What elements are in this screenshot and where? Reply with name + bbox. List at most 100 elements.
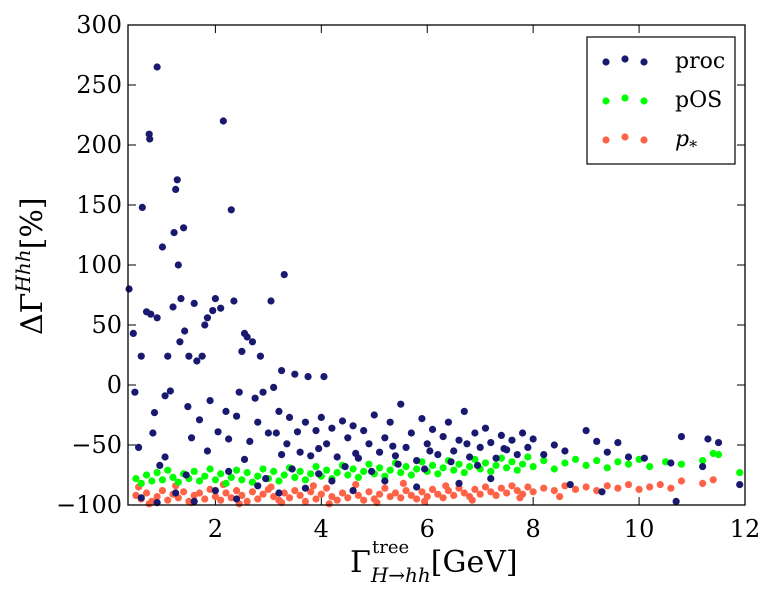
data-point <box>153 493 161 501</box>
data-point <box>646 463 654 471</box>
data-point <box>341 463 349 471</box>
data-point <box>476 490 484 498</box>
data-point <box>217 470 225 478</box>
data-point <box>267 297 275 305</box>
data-point <box>222 479 230 487</box>
data-point <box>487 475 495 483</box>
data-point <box>397 469 405 477</box>
data-point <box>624 481 633 489</box>
data-point <box>307 488 315 496</box>
legend-marker-pstar <box>640 136 648 144</box>
data-point <box>145 500 153 508</box>
data-point <box>158 243 167 251</box>
data-point <box>397 494 405 502</box>
legend-marker-pstar <box>621 133 629 141</box>
data-point <box>317 413 325 421</box>
data-point <box>699 479 707 487</box>
data-point <box>481 483 490 491</box>
data-point <box>492 454 500 462</box>
data-point <box>280 489 288 497</box>
y-axis-superscript: Hhh <box>11 249 35 293</box>
data-point <box>677 433 686 441</box>
data-point <box>420 497 429 505</box>
data-point <box>206 397 214 405</box>
data-point <box>365 488 373 496</box>
data-point <box>161 453 169 461</box>
data-point <box>275 489 283 497</box>
data-point <box>285 413 294 421</box>
data-point <box>391 489 400 497</box>
data-point <box>407 471 415 479</box>
data-point <box>677 460 686 468</box>
data-point <box>593 437 601 445</box>
data-point <box>172 185 180 193</box>
data-point <box>344 434 352 442</box>
data-point <box>317 490 325 498</box>
data-point <box>503 464 511 472</box>
data-point <box>513 487 521 495</box>
data-point <box>444 418 453 426</box>
data-point <box>296 467 304 475</box>
data-point <box>164 466 172 474</box>
data-point <box>561 459 569 467</box>
data-point <box>508 436 516 444</box>
data-point <box>518 429 527 437</box>
data-point <box>125 285 133 293</box>
data-point <box>714 451 723 459</box>
data-point <box>471 485 479 493</box>
data-point <box>148 477 156 485</box>
data-point <box>540 484 548 492</box>
data-point <box>147 310 155 318</box>
y-tick-label: −100 <box>56 491 122 519</box>
data-point <box>508 458 516 466</box>
legend-label-proc: proc <box>675 49 725 74</box>
data-point <box>402 487 410 495</box>
plot-frame <box>127 24 746 506</box>
data-point <box>540 451 548 459</box>
legend-label-pstar-sub: * <box>689 137 697 156</box>
data-point <box>736 481 744 489</box>
data-point <box>368 467 376 475</box>
data-point <box>736 469 744 477</box>
data-point <box>129 329 137 337</box>
legend-marker-proc <box>602 58 610 66</box>
data-point <box>256 352 265 360</box>
data-point <box>450 466 458 474</box>
data-point <box>524 453 532 461</box>
y-axis-symbol: ΔΓ <box>15 293 50 335</box>
data-point <box>442 482 450 490</box>
data-point <box>315 470 323 478</box>
data-point <box>259 490 267 498</box>
data-point <box>251 394 259 402</box>
data-point <box>529 488 537 496</box>
data-point <box>487 488 495 496</box>
data-point <box>243 497 251 505</box>
legend-marker-pos <box>640 97 648 105</box>
y-tick-label: −50 <box>71 431 122 459</box>
data-point <box>582 427 590 435</box>
data-point <box>181 327 189 335</box>
y-tick-label: 100 <box>76 251 122 279</box>
data-point <box>667 484 675 492</box>
data-point <box>614 439 622 447</box>
data-point <box>172 489 180 497</box>
data-point <box>360 467 368 475</box>
data-point <box>193 357 201 365</box>
data-point <box>375 448 384 456</box>
data-point <box>270 383 278 391</box>
data-point <box>381 477 389 485</box>
data-point <box>153 469 161 477</box>
data-point <box>323 440 331 448</box>
data-point <box>646 483 654 491</box>
data-point <box>439 494 447 502</box>
data-point <box>352 449 360 457</box>
data-point <box>389 442 397 450</box>
data-point <box>132 475 140 483</box>
data-point <box>203 447 212 455</box>
data-point <box>487 439 495 447</box>
data-point <box>413 483 421 491</box>
x-tick-label: 8 <box>526 515 541 543</box>
data-point <box>243 333 251 341</box>
series-proc <box>125 63 744 507</box>
data-point <box>407 491 415 499</box>
